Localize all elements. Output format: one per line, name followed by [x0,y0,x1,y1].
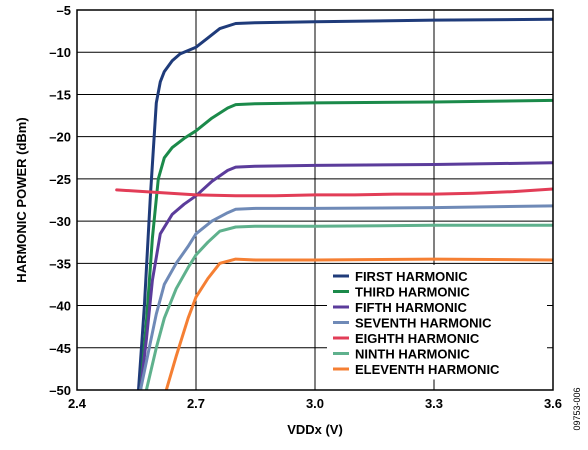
plot-frame [76,9,554,391]
x-tick-label: 3.0 [306,396,324,411]
series-line-3 [139,161,553,390]
series-line-5 [115,187,553,198]
x-tick-label: 2.7 [187,396,205,411]
legend-label: THIRD HARMONIC [355,285,470,300]
series-lines [115,17,553,390]
y-tick-label: –10 [49,45,71,60]
y-tick-labels: –5 –10 –15 –20 –25 –30 –35 –40 –45 –50 [49,3,71,398]
x-tick-label: 3.3 [425,396,443,411]
x-tick-label: 3.6 [544,396,562,411]
x-tick-label: 2.4 [68,396,87,411]
legend-label: EIGHTH HARMONIC [355,331,480,346]
y-tick-label: –30 [49,214,71,229]
series-line-2 [139,98,553,390]
legend-label: FIRST HARMONIC [355,269,468,284]
y-tick-label: –50 [49,383,71,398]
y-tick-label: –35 [49,256,71,271]
figure-id: 09753-006 [572,387,582,430]
y-tick-label: –25 [49,172,71,187]
legend-label: FIFTH HARMONIC [355,300,468,315]
series-line-4 [139,204,553,390]
y-tick-label: –5 [57,3,71,18]
y-tick-label: –15 [49,87,71,102]
x-axis-label: VDDx (V) [287,422,343,437]
y-tick-label: –40 [49,299,71,314]
series-line-1 [137,17,553,390]
y-axis-label: HARMONIC POWER (dBm) [14,117,29,282]
series-line-7 [164,257,553,390]
legend-label: ELEVENTH HARMONIC [355,362,500,377]
x-tick-labels: 2.4 2.7 3.0 3.3 3.6 [68,396,562,411]
legend-label: NINTH HARMONIC [355,347,470,362]
series-line-6 [144,223,553,390]
y-tick-label: –20 [49,130,71,145]
legend-label: SEVENTH HARMONIC [355,316,492,331]
y-tick-label: –45 [49,341,71,356]
legend-background [327,265,547,380]
